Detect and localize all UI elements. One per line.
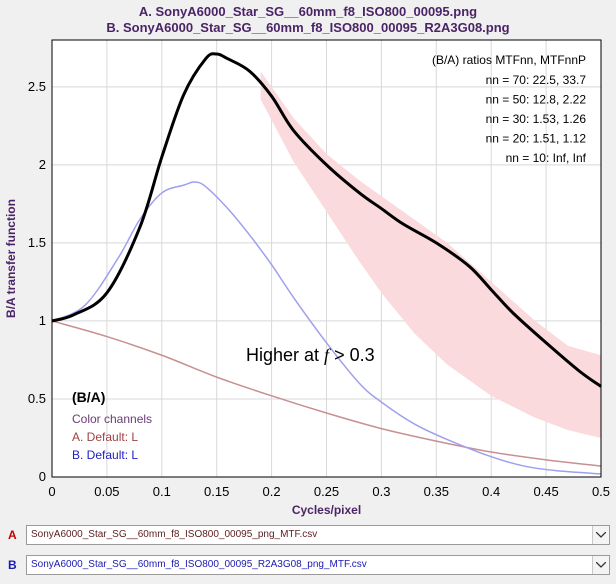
x-tick-label: 0.1 xyxy=(153,484,171,499)
y-tick-label: 2 xyxy=(39,157,46,172)
x-tick-label: 0.5 xyxy=(592,484,610,499)
chart-area: 0 0.05 0.1 0.15 0.2 0.25 0.3 0.35 0.4 0.45 0.5 0 0.5… xyxy=(4,39,610,517)
x-axis-title: Cycles/pixel xyxy=(292,503,361,517)
x-tick-label: 0.05 xyxy=(94,484,119,499)
file-select-a-value: SonyA6000_Star_SG__60mm_f8_ISO800_00095_… xyxy=(31,529,318,540)
file-select-b-value: SonyA6000_Star_SG__60mm_f8_ISO800_00095_… xyxy=(31,559,367,570)
y-tick-label: 1.5 xyxy=(28,235,46,250)
legend-subheading: Color channels xyxy=(72,412,152,426)
x-tick-label: 0.2 xyxy=(263,484,281,499)
ratios-row: nn = 50: 12.8, 2.22 xyxy=(486,93,587,107)
x-tick-label: 0.25 xyxy=(314,484,339,499)
y-tick-label: 1 xyxy=(39,313,46,328)
ratio-curve xyxy=(51,52,602,388)
file-tag-b: B xyxy=(8,558,17,572)
annotation-suffix: > 0.3 xyxy=(329,345,375,365)
file-row-a: A SonyA6000_Star_SG__60mm_f8_ISO800_0009… xyxy=(0,525,616,547)
x-tick-label: 0.4 xyxy=(482,484,500,499)
file-tag-a: A xyxy=(8,528,17,542)
x-tick-label: 0 xyxy=(48,484,55,499)
y-tick-label: 2.5 xyxy=(28,79,46,94)
file-row-b: B SonyA6000_Star_SG__60mm_f8_ISO800_0009… xyxy=(0,555,616,577)
ratios-header: (B/A) ratios MTFnn, MTFnnP xyxy=(432,53,586,67)
dropdown-b-button[interactable] xyxy=(592,556,609,574)
highlight-band xyxy=(260,71,601,438)
chevron-down-icon xyxy=(596,562,606,568)
ratios-row: nn = 30: 1.53, 1.26 xyxy=(486,112,587,126)
curve-a xyxy=(51,320,602,467)
chart-title-block: A. SonyA6000_Star_SG__60mm_f8_ISO800_000… xyxy=(0,4,616,36)
x-tick-label: 0.45 xyxy=(533,484,558,499)
annotation-variable: f xyxy=(324,345,332,365)
annotation-text: Higher at f > 0.3 xyxy=(246,345,375,365)
y-tick-label: 0.5 xyxy=(28,391,46,406)
legend-entry-a: A. Default: L xyxy=(72,430,138,444)
y-axis-title: B/A transfer function xyxy=(4,199,18,318)
chart-svg: 0 0.05 0.1 0.15 0.2 0.25 0.3 0.35 0.4 0.45 0.5 0 0.5… xyxy=(4,39,610,517)
ratios-row: nn = 70: 22.5, 33.7 xyxy=(486,73,587,87)
title-line-b: B. SonyA6000_Star_SG__60mm_f8_ISO800_000… xyxy=(106,20,510,35)
chevron-down-icon xyxy=(596,532,606,538)
title-line-a: A. SonyA6000_Star_SG__60mm_f8_ISO800_000… xyxy=(138,4,478,19)
file-select-a[interactable]: SonyA6000_Star_SG__60mm_f8_ISO800_00095_… xyxy=(26,525,610,545)
plot-frame xyxy=(51,39,602,478)
y-tick-label: 0 xyxy=(39,469,46,484)
annotation-prefix: Higher at xyxy=(246,345,324,365)
x-tick-label: 0.35 xyxy=(424,484,449,499)
legend-heading: (B/A) xyxy=(72,389,105,405)
dropdown-a-button[interactable] xyxy=(592,526,609,544)
ratios-row: nn = 10: Inf, Inf xyxy=(506,151,587,165)
file-select-b[interactable]: SonyA6000_Star_SG__60mm_f8_ISO800_00095_… xyxy=(26,555,610,575)
x-tick-label: 0.3 xyxy=(372,484,390,499)
legend-entry-b: B. Default: L xyxy=(72,448,138,462)
x-tick-label: 0.15 xyxy=(204,484,229,499)
ratios-row: nn = 20: 1.51, 1.12 xyxy=(486,132,587,146)
